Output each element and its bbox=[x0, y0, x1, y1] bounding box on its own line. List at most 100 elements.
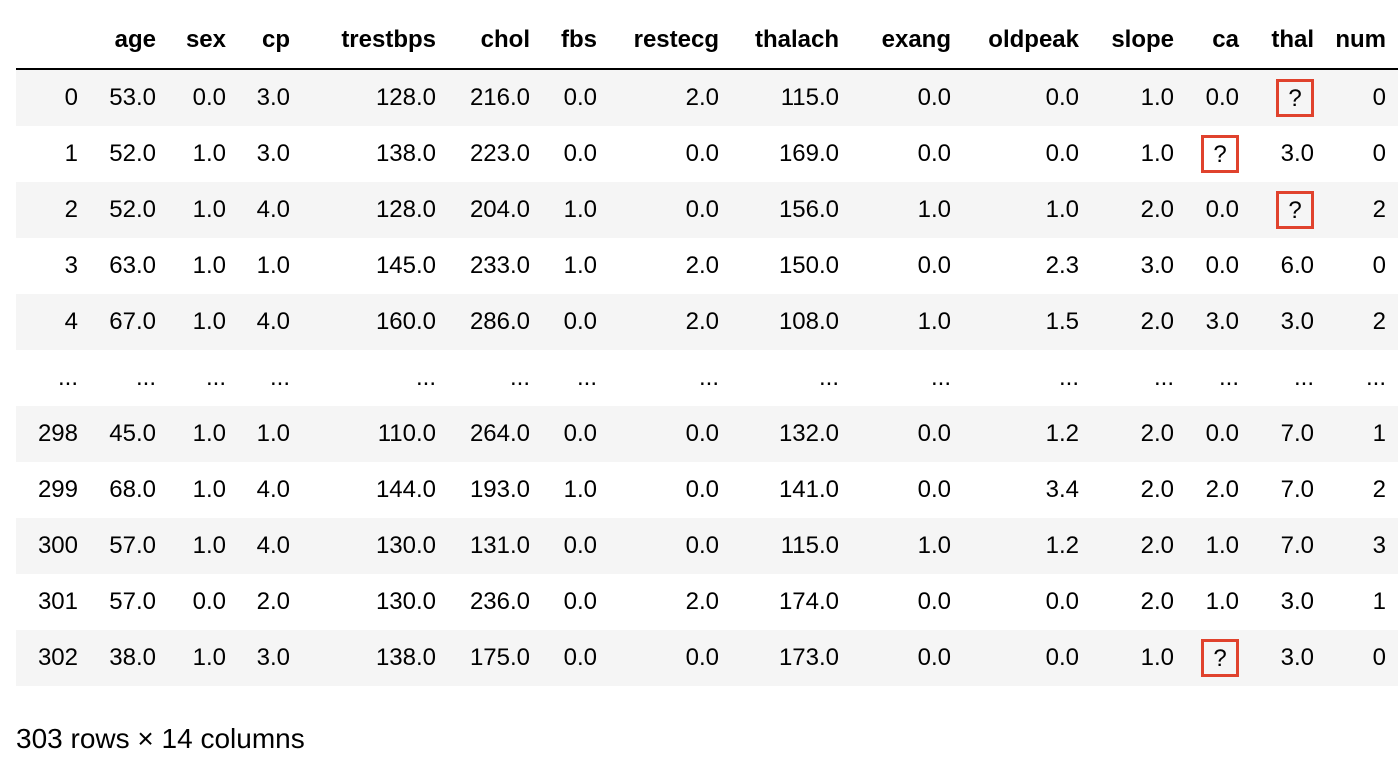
table-cell: 68.0 bbox=[90, 462, 168, 518]
table-cell: ... bbox=[90, 350, 168, 406]
table-cell: 57.0 bbox=[90, 518, 168, 574]
missing-value-cell: ? bbox=[1186, 630, 1251, 686]
table-cell: 0.0 bbox=[542, 69, 609, 126]
table-cell: 141.0 bbox=[731, 462, 851, 518]
table-cell: 2 bbox=[1326, 182, 1398, 238]
column-header-exang: exang bbox=[851, 12, 963, 70]
table-cell: 145.0 bbox=[302, 238, 448, 294]
table-row: 302 38.0 1.0 3.0 138.0 175.0 0.0 0.0 173.0 0.0 0.0… bbox=[16, 630, 1398, 686]
table-cell: 3.0 bbox=[238, 126, 302, 182]
table-cell: 0.0 bbox=[851, 462, 963, 518]
table-cell: 264.0 bbox=[448, 406, 542, 462]
table-cell: 160.0 bbox=[302, 294, 448, 350]
table-cell: 1.5 bbox=[963, 294, 1091, 350]
table-cell: 0.0 bbox=[609, 518, 731, 574]
table-cell: 0.0 bbox=[542, 126, 609, 182]
table-cell: 128.0 bbox=[302, 69, 448, 126]
table-cell: 1.0 bbox=[168, 294, 238, 350]
table-cell: 0.0 bbox=[1186, 69, 1251, 126]
table-cell: 2.0 bbox=[1091, 574, 1186, 630]
table-cell: 3.4 bbox=[963, 462, 1091, 518]
table-row: 0 53.0 0.0 3.0 128.0 216.0 0.0 2.0 115.0 0.0 0.0 1.… bbox=[16, 69, 1398, 126]
table-row: 1 52.0 1.0 3.0 138.0 223.0 0.0 0.0 169.0 0.0 0.0 1.… bbox=[16, 126, 1398, 182]
column-header-slope: slope bbox=[1091, 12, 1186, 70]
table-cell: 0.0 bbox=[1186, 406, 1251, 462]
table-cell: 0 bbox=[1326, 630, 1398, 686]
table-row: 4 67.0 1.0 4.0 160.0 286.0 0.0 2.0 108.0 1.0 1.5 2.… bbox=[16, 294, 1398, 350]
table-cell: 4.0 bbox=[238, 294, 302, 350]
table-cell: 1.0 bbox=[168, 518, 238, 574]
table-cell: 110.0 bbox=[302, 406, 448, 462]
table-cell: 1.0 bbox=[851, 518, 963, 574]
column-header-fbs: fbs bbox=[542, 12, 609, 70]
table-cell: 57.0 bbox=[90, 574, 168, 630]
table-row: ........................................… bbox=[16, 350, 1398, 406]
table-cell: 1.0 bbox=[542, 462, 609, 518]
table-cell: 0.0 bbox=[609, 630, 731, 686]
table-cell: 2.0 bbox=[1091, 518, 1186, 574]
table-cell: 130.0 bbox=[302, 518, 448, 574]
table-cell: 52.0 bbox=[90, 126, 168, 182]
row-index: 1 bbox=[16, 126, 90, 182]
table-cell: 0.0 bbox=[851, 574, 963, 630]
table-cell: 3.0 bbox=[1091, 238, 1186, 294]
table-cell: 173.0 bbox=[731, 630, 851, 686]
table-cell: 1.0 bbox=[168, 630, 238, 686]
shape-summary: 303 rows × 14 columns bbox=[16, 723, 305, 754]
table-cell: 0.0 bbox=[542, 294, 609, 350]
row-index: 2 bbox=[16, 182, 90, 238]
table-cell: 0.0 bbox=[542, 518, 609, 574]
table-cell: 1.2 bbox=[963, 518, 1091, 574]
table-cell: 1.0 bbox=[168, 182, 238, 238]
table-cell: 0.0 bbox=[609, 406, 731, 462]
table-cell: 0.0 bbox=[1186, 238, 1251, 294]
table-cell: 3.0 bbox=[238, 69, 302, 126]
table-cell: 1.0 bbox=[168, 462, 238, 518]
row-index: 301 bbox=[16, 574, 90, 630]
table-cell: 204.0 bbox=[448, 182, 542, 238]
column-header-thal: thal bbox=[1251, 12, 1326, 70]
table-cell: 132.0 bbox=[731, 406, 851, 462]
table-cell: 2.0 bbox=[238, 574, 302, 630]
table-cell: 1.0 bbox=[1186, 574, 1251, 630]
table-cell: 2.0 bbox=[609, 294, 731, 350]
table-cell: 115.0 bbox=[731, 518, 851, 574]
table-cell: 236.0 bbox=[448, 574, 542, 630]
table-cell: 1.0 bbox=[238, 238, 302, 294]
table-cell: 3.0 bbox=[1251, 574, 1326, 630]
table-cell: 1.0 bbox=[238, 406, 302, 462]
table-row: 3 63.0 1.0 1.0 145.0 233.0 1.0 2.0 150.0 0.0 2.3 3.… bbox=[16, 238, 1398, 294]
table-cell: 115.0 bbox=[731, 69, 851, 126]
table-cell: ... bbox=[851, 350, 963, 406]
missing-value-cell: ? bbox=[1186, 126, 1251, 182]
table-cell: 2.0 bbox=[1091, 406, 1186, 462]
table-cell: 52.0 bbox=[90, 182, 168, 238]
row-index: 3 bbox=[16, 238, 90, 294]
table-row: 300 57.0 1.0 4.0 130.0 131.0 0.0 0.0 115.0 1.0 1.2… bbox=[16, 518, 1398, 574]
table-cell: 2.0 bbox=[609, 574, 731, 630]
table-cell: 2.0 bbox=[1091, 182, 1186, 238]
table-cell: 7.0 bbox=[1251, 406, 1326, 462]
table-cell: ... bbox=[1251, 350, 1326, 406]
table-cell: 2.0 bbox=[1091, 294, 1186, 350]
table-cell: ... bbox=[1326, 350, 1398, 406]
table-cell: 2.0 bbox=[609, 238, 731, 294]
table-row: 299 68.0 1.0 4.0 144.0 193.0 1.0 0.0 141.0 0.0 3.4… bbox=[16, 462, 1398, 518]
table-cell: 0.0 bbox=[851, 406, 963, 462]
table-cell: 3.0 bbox=[1251, 294, 1326, 350]
column-header-trestbps: trestbps bbox=[302, 12, 448, 70]
row-index: 4 bbox=[16, 294, 90, 350]
missing-value-highlight: ? bbox=[1276, 191, 1314, 229]
row-index: 300 bbox=[16, 518, 90, 574]
table-cell: 0.0 bbox=[851, 630, 963, 686]
table-cell: 1 bbox=[1326, 406, 1398, 462]
dataframe-table: age sex cp trestbps chol fbs restecg thalach exa… bbox=[16, 12, 1398, 686]
table-cell: 286.0 bbox=[448, 294, 542, 350]
table-cell: 1 bbox=[1326, 574, 1398, 630]
table-cell: ... bbox=[302, 350, 448, 406]
index-header bbox=[16, 12, 90, 70]
column-header-num: num bbox=[1326, 12, 1398, 70]
table-cell: ... bbox=[542, 350, 609, 406]
table-cell: 2 bbox=[1326, 294, 1398, 350]
table-cell: 1.0 bbox=[542, 182, 609, 238]
